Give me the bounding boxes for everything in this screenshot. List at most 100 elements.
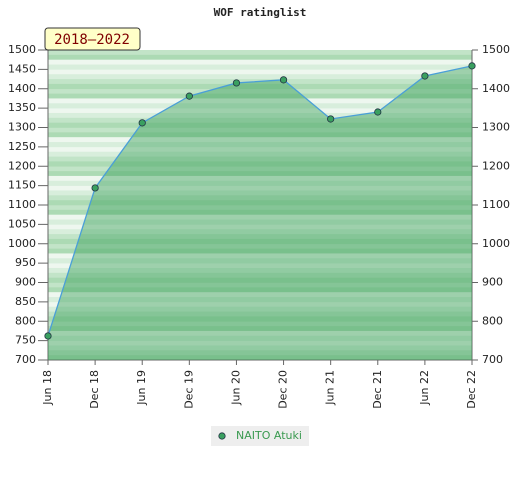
band (48, 195, 472, 201)
y2-tick-label: 1300 (482, 121, 510, 134)
y-tick-label: 1250 (8, 140, 36, 153)
x-tick-label: Dec 18 (88, 370, 101, 409)
band (48, 350, 472, 356)
band (48, 142, 472, 148)
y-tick-label: 1050 (8, 217, 36, 230)
band (48, 330, 472, 337)
band (48, 185, 472, 191)
band (48, 355, 472, 361)
y-tick-label: 1000 (8, 237, 36, 250)
x-tick-label: Jun 20 (229, 370, 242, 406)
band (48, 258, 472, 264)
band (48, 127, 472, 133)
band (48, 224, 472, 230)
marker (138, 119, 146, 127)
chart-title: WOF ratinglist (214, 6, 307, 19)
y-tick-label: 850 (15, 295, 36, 308)
band (48, 54, 472, 60)
y2-tick-label: 900 (482, 276, 503, 289)
band (48, 234, 472, 240)
band (48, 83, 472, 90)
band (48, 297, 472, 303)
band (48, 50, 472, 56)
band (48, 200, 472, 206)
x-tick-label: Dec 19 (182, 370, 195, 409)
band (48, 238, 472, 245)
band (48, 326, 472, 332)
band (48, 137, 472, 143)
y-tick-label: 900 (15, 276, 36, 289)
band (48, 146, 472, 153)
annotation-box (44, 27, 141, 51)
band (48, 209, 472, 215)
x-tick-label: Jun 22 (418, 370, 431, 406)
marker (468, 62, 476, 70)
y2-tick-label: 1200 (482, 159, 510, 172)
band (48, 175, 472, 182)
marker (327, 115, 335, 123)
y-tick-label: 1500 (8, 43, 36, 56)
x-tick-label: Jun 18 (41, 370, 54, 406)
band (48, 190, 472, 196)
band (48, 306, 472, 312)
band (48, 156, 472, 162)
band (48, 171, 472, 177)
legend-box (211, 426, 309, 446)
band (48, 292, 472, 298)
x-tick-label: Dec 20 (277, 370, 290, 409)
band (48, 59, 472, 65)
band (48, 229, 472, 235)
marker (44, 332, 52, 340)
legend-label: NAITO Atuki (236, 429, 302, 442)
band (48, 117, 472, 123)
band (48, 277, 472, 283)
band (48, 205, 472, 211)
band (48, 69, 472, 75)
marker (91, 184, 99, 192)
band (48, 243, 472, 249)
band (48, 93, 472, 99)
y2-tick-label: 1400 (482, 82, 510, 95)
band (48, 132, 472, 138)
x-tick-label: Jun 19 (135, 370, 148, 406)
marker (279, 76, 288, 84)
band (48, 214, 472, 220)
band (48, 345, 472, 351)
band (48, 335, 472, 341)
band (48, 282, 472, 288)
annotation: 2018–2022 (54, 32, 130, 48)
x-tick-label: Jun 21 (324, 370, 337, 406)
band (48, 301, 472, 308)
y-tick-label: 750 (15, 334, 36, 347)
marker (185, 92, 193, 100)
band (48, 219, 472, 225)
band (48, 166, 472, 172)
y-tick-label: 950 (15, 256, 36, 269)
marker (421, 72, 429, 80)
band (48, 267, 472, 274)
band (48, 180, 472, 186)
band (48, 74, 472, 80)
y-tick-label: 800 (15, 314, 36, 327)
x-tick-label: Dec 21 (371, 370, 384, 409)
band (48, 88, 472, 94)
band (48, 248, 472, 254)
band (48, 122, 472, 128)
y-tick-label: 1350 (8, 101, 36, 114)
y-tick-label: 700 (15, 353, 36, 366)
band (48, 112, 472, 119)
band (48, 64, 472, 70)
x-tick-label: Dec 22 (465, 370, 478, 409)
y-tick-label: 1100 (8, 198, 36, 211)
area (48, 65, 472, 360)
band (48, 316, 472, 322)
band (48, 151, 472, 157)
band (48, 103, 472, 109)
band (48, 340, 472, 346)
y2-tick-label: 1100 (482, 198, 510, 211)
band (48, 161, 472, 167)
band (48, 272, 472, 278)
y2-tick-label: 1500 (482, 43, 510, 56)
band (48, 321, 472, 327)
